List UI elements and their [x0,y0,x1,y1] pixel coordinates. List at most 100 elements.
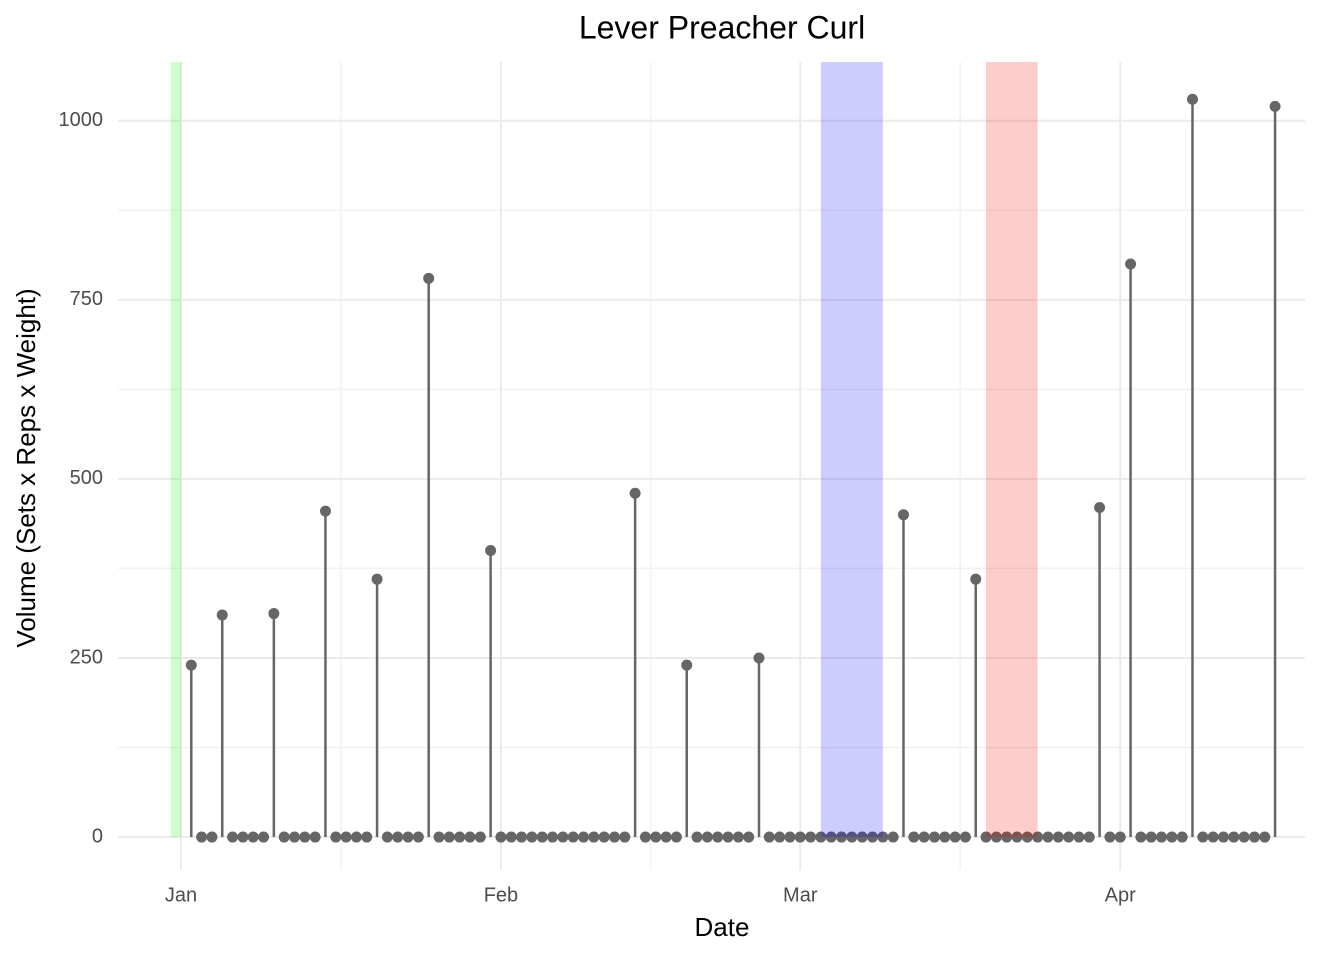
point [732,831,744,843]
point [330,831,342,843]
point [1197,831,1209,843]
point [536,831,548,843]
point [639,831,651,843]
point [1114,831,1126,843]
x-tick-label: Apr [1105,884,1136,906]
point [619,831,631,843]
point [185,659,197,671]
point [825,831,837,843]
point [805,831,817,843]
point [516,831,528,843]
point [629,487,641,499]
point [598,831,610,843]
point [867,831,879,843]
point [928,831,940,843]
point [722,831,734,843]
point [505,831,517,843]
point [454,831,466,843]
point [1135,831,1147,843]
point [1001,831,1013,843]
point [815,831,827,843]
point [1032,831,1044,843]
point [1145,831,1157,843]
point [1063,831,1075,843]
point [712,831,724,843]
y-tick-label: 250 [70,646,103,668]
highlight-band [986,62,1038,837]
point [897,509,909,521]
point [206,831,218,843]
point [1011,831,1023,843]
point [1259,831,1271,843]
x-axis-title: Date [695,912,750,942]
point [877,831,889,843]
point [350,831,362,843]
y-tick-label: 750 [70,288,103,310]
point [258,831,270,843]
point [578,831,590,843]
point [1248,831,1260,843]
point [1073,831,1085,843]
highlight-band [820,62,883,837]
point [588,831,600,843]
y-tick-label: 500 [70,467,103,489]
point [340,831,352,843]
point [495,831,507,843]
point [1094,502,1106,514]
point [701,831,713,843]
point [443,831,455,843]
point [423,272,435,284]
point [887,831,899,843]
point [361,831,373,843]
x-tick-label: Feb [484,884,518,906]
point [299,831,311,843]
point [918,831,930,843]
point [247,831,259,843]
point [557,831,569,843]
point [567,831,579,843]
point [908,831,920,843]
point [196,831,208,843]
point [743,831,755,843]
point [392,831,404,843]
point [289,831,301,843]
point [763,831,775,843]
point [990,831,1002,843]
point [526,831,538,843]
point [1228,831,1240,843]
x-tick-label: Jan [165,884,197,906]
point [309,831,321,843]
point [794,831,806,843]
y-tick-label: 0 [92,825,103,847]
point [980,831,992,843]
point [227,831,239,843]
point [371,573,383,585]
point [691,831,703,843]
point [1207,831,1219,843]
point [784,831,796,843]
point [547,831,559,843]
point [1021,831,1033,843]
highlight-band [170,62,181,837]
point [681,659,693,671]
point [846,831,858,843]
point [412,831,424,843]
point [660,831,672,843]
point [774,831,786,843]
point [381,831,393,843]
point [1125,258,1137,270]
point [753,652,765,664]
point [1238,831,1250,843]
point [670,831,682,843]
point [237,831,249,843]
chart-title: Lever Preacher Curl [579,9,865,45]
point [474,831,486,843]
point [608,831,620,843]
point [464,831,476,843]
point [970,573,982,585]
y-tick-label: 1000 [59,109,104,131]
point [939,831,951,843]
point [433,831,445,843]
point [216,609,228,621]
